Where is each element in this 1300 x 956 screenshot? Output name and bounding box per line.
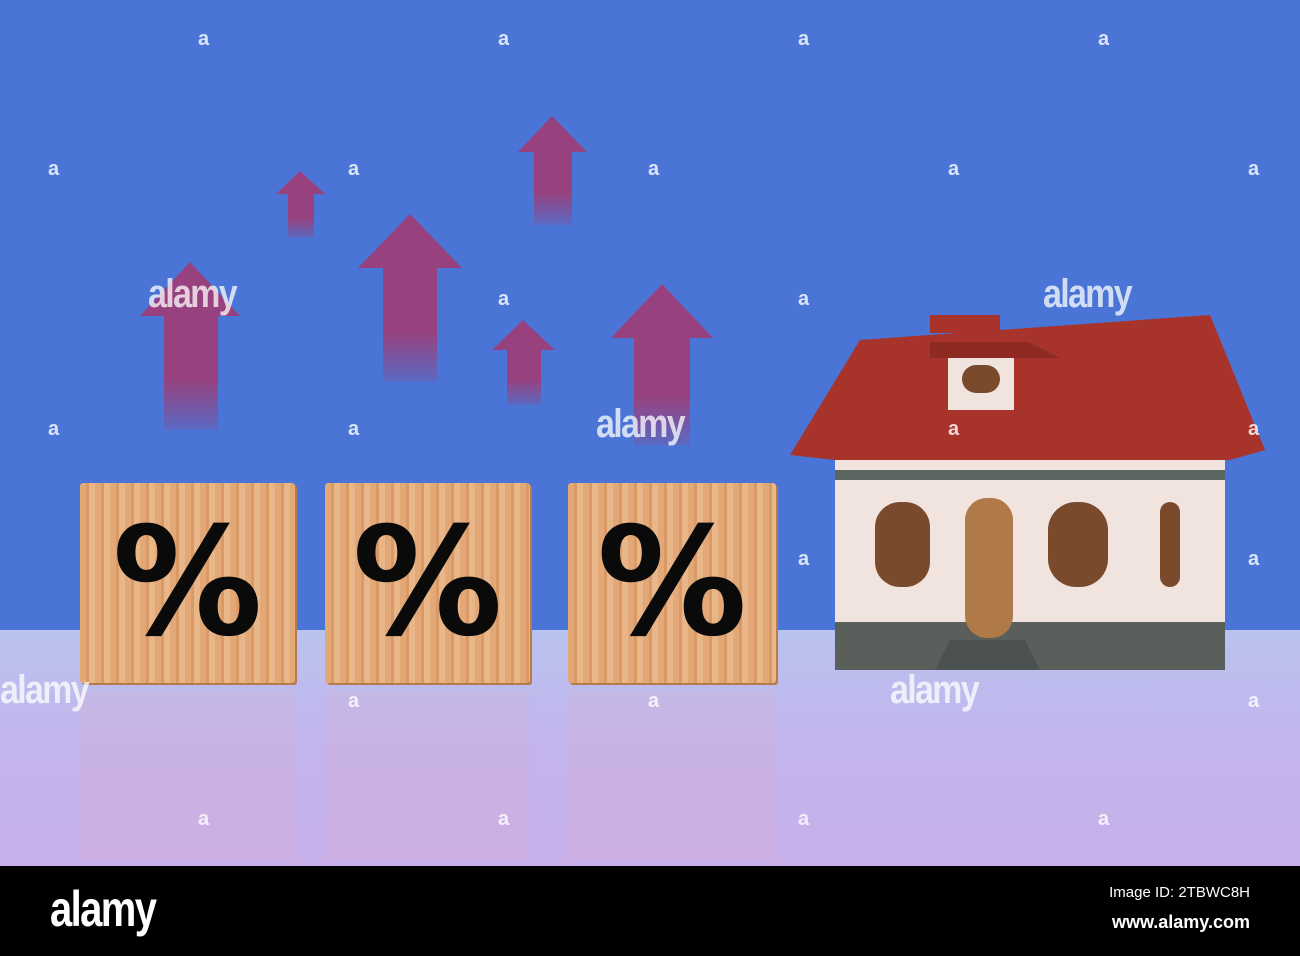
- website-link[interactable]: www.alamy.com: [1111, 912, 1250, 932]
- watermark-small: a: [1248, 158, 1260, 180]
- watermark-small: a: [498, 808, 510, 830]
- watermark-small: a: [48, 158, 60, 180]
- watermark-small: a: [198, 808, 210, 830]
- watermark-small: a: [1098, 28, 1110, 50]
- up-arrow-icon: [358, 214, 462, 382]
- watermark-small: a: [348, 690, 360, 712]
- watermark-small: a: [348, 158, 360, 180]
- watermark-small: a: [798, 288, 810, 310]
- wooden-cube: %: [325, 483, 530, 683]
- up-arrow-icon: [140, 262, 240, 430]
- block-reflection: [568, 690, 776, 860]
- watermark-small: a: [798, 28, 810, 50]
- watermark-small: a: [798, 808, 810, 830]
- watermark-small: a: [1098, 808, 1110, 830]
- watermark: alamy: [0, 668, 90, 712]
- watermark-small: a: [948, 418, 960, 440]
- wooden-cube: %: [80, 483, 295, 683]
- watermark-small: a: [348, 418, 360, 440]
- watermark-small: a: [648, 690, 660, 712]
- up-arrow-icon: [276, 171, 325, 238]
- watermark-small: a: [1248, 548, 1260, 570]
- alamy-logo: alamy: [50, 881, 157, 937]
- percent-symbol: %: [596, 496, 748, 670]
- watermark: alamy: [890, 668, 980, 712]
- watermark-small: a: [48, 418, 60, 440]
- watermark-small: a: [198, 28, 210, 50]
- model-house: [790, 315, 1265, 670]
- image-id: Image ID: 2TBWC8H: [1109, 884, 1250, 901]
- watermark-small: a: [648, 158, 660, 180]
- stock-photo: % % % alamy alamy alamy alamy alamy a a a a…: [0, 0, 1300, 866]
- percent-symbol: %: [352, 496, 503, 670]
- up-arrow-icon: [518, 116, 587, 225]
- watermark: alamy: [1043, 272, 1133, 316]
- footer-bar: alamy Image ID: 2TBWC8H www.alamy.com: [0, 866, 1300, 956]
- watermark-small: a: [948, 158, 960, 180]
- up-arrow-icon: [492, 320, 555, 405]
- block-reflection: [325, 690, 530, 860]
- block-reflection: [80, 690, 295, 860]
- watermark-small: a: [1248, 418, 1260, 440]
- up-arrow-icon: [611, 284, 713, 445]
- watermark: alamy: [596, 402, 686, 446]
- wooden-cube: %: [568, 483, 776, 683]
- watermark-small: a: [498, 288, 510, 310]
- watermark-small: a: [798, 548, 810, 570]
- watermark-small: a: [1248, 690, 1260, 712]
- watermark: alamy: [148, 272, 238, 316]
- arrows-layer: [140, 116, 713, 445]
- percent-symbol: %: [112, 496, 263, 670]
- watermark-small: a: [498, 28, 510, 50]
